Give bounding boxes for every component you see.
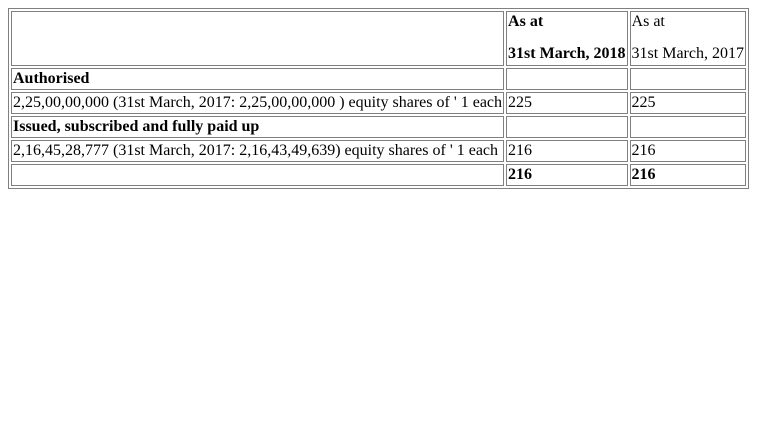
share-capital-table: As at 31st March, 2018 As at 31st March,…	[8, 8, 749, 189]
row-2018-cell: 216	[506, 140, 628, 162]
row-2017-cell	[629, 116, 746, 138]
row-2018-cell: 225	[506, 92, 628, 114]
table-row-issued-shares: 2,16,45,28,777 (31st March, 2017: 2,16,4…	[11, 140, 746, 162]
row-2017-cell: 225	[629, 92, 746, 114]
row-desc-cell	[11, 164, 505, 186]
header-2018-line1: As at	[508, 13, 544, 30]
row-2018-cell	[506, 68, 628, 90]
row-desc-cell: Issued, subscribed and fully paid up	[11, 116, 505, 138]
table-row-authorised: Authorised	[11, 68, 746, 90]
row-2018-cell	[506, 116, 628, 138]
row-2017-cell: 216	[629, 140, 746, 162]
row-desc-cell: Authorised	[11, 68, 505, 90]
header-2017-line1: As at	[631, 13, 665, 30]
table-row-issued: Issued, subscribed and fully paid up	[11, 116, 746, 138]
header-desc-cell	[11, 11, 505, 66]
header-row: As at 31st March, 2018 As at 31st March,…	[11, 11, 746, 66]
total-2017-cell: 216	[629, 164, 746, 186]
row-desc-cell: 2,25,00,00,000 (31st March, 2017: 2,25,0…	[11, 92, 505, 114]
total-2018-cell: 216	[506, 164, 628, 186]
table-row-total: 216 216	[11, 164, 746, 186]
header-2017-cell: As at 31st March, 2017	[629, 11, 746, 66]
row-2017-cell	[629, 68, 746, 90]
header-2018-line2: 31st March, 2018	[508, 45, 626, 62]
row-desc-cell: 2,16,45,28,777 (31st March, 2017: 2,16,4…	[11, 140, 505, 162]
share-capital-table-wrapper: As at 31st March, 2018 As at 31st March,…	[8, 8, 749, 189]
table-row-authorised-shares: 2,25,00,00,000 (31st March, 2017: 2,25,0…	[11, 92, 746, 114]
header-2018-cell: As at 31st March, 2018	[506, 11, 628, 66]
header-2017-line2: 31st March, 2017	[631, 45, 744, 62]
